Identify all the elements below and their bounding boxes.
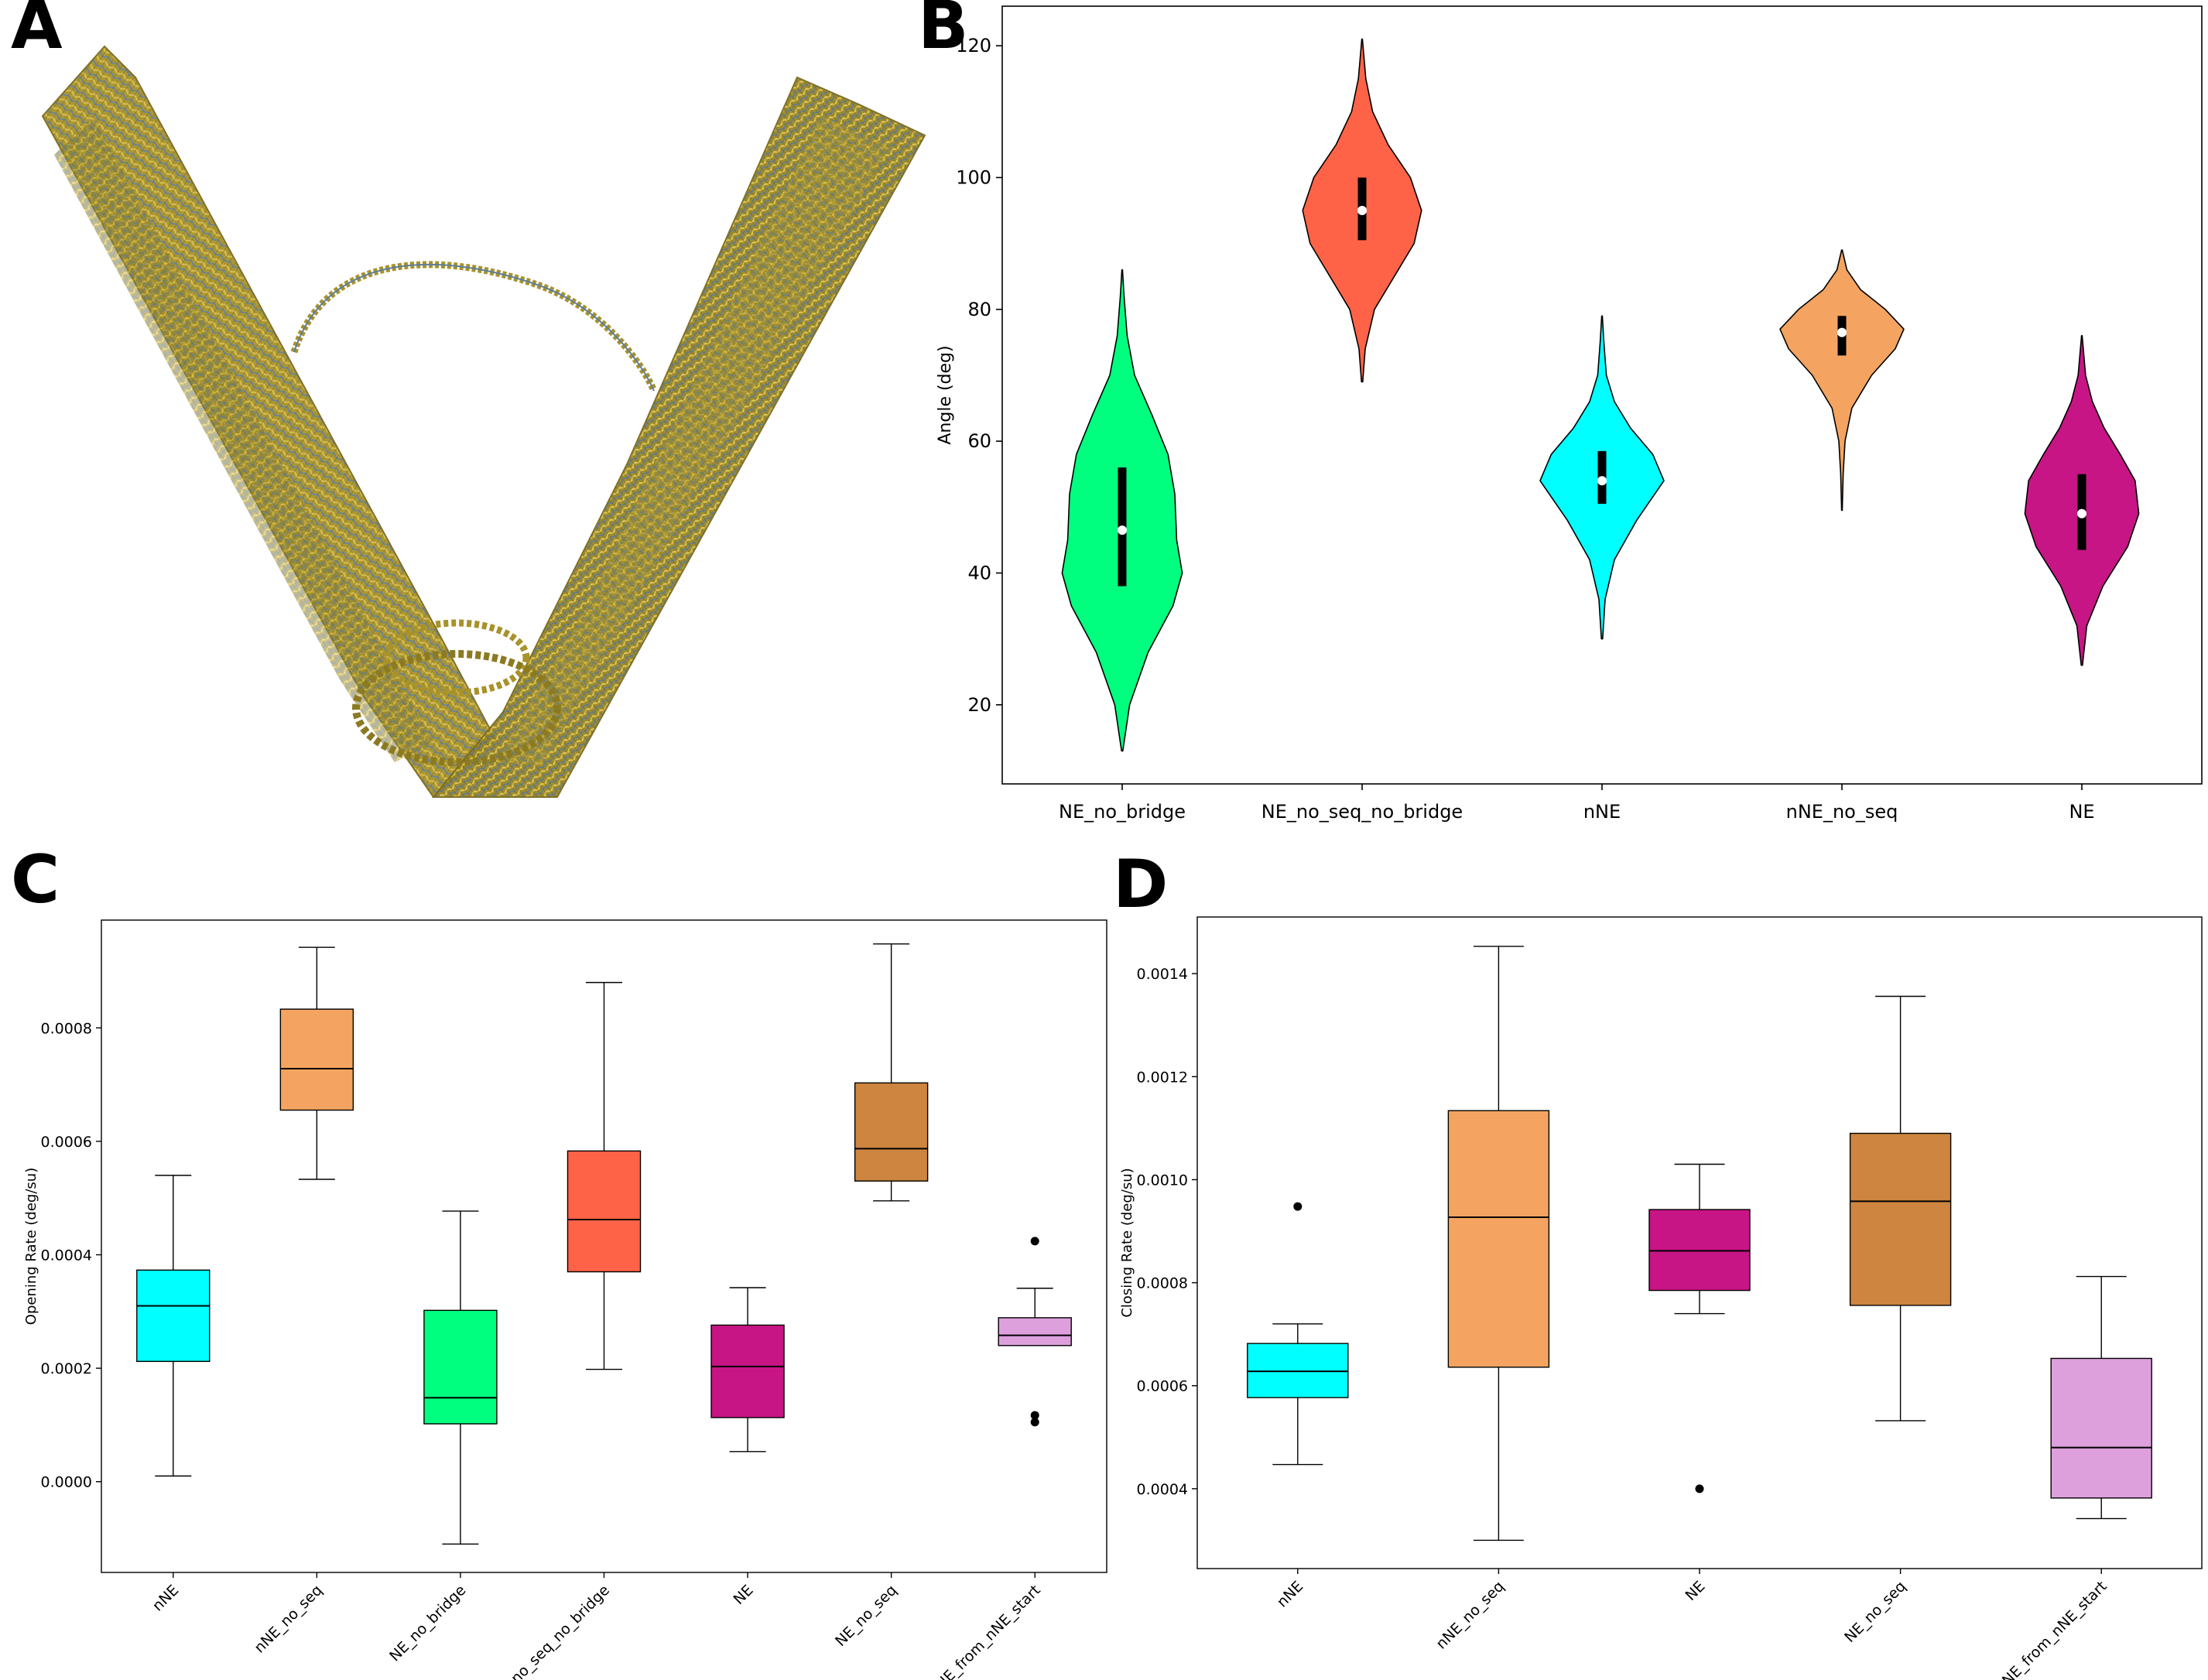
median-dot-NE_no_seq_no_bridge [1357, 206, 1367, 216]
x-tick-label: NE_no_bridge [386, 1582, 469, 1665]
y-tick-label: 0.0006 [41, 1134, 92, 1151]
outlier-point-NE_from_nNE_start [1030, 1411, 1039, 1420]
outlier-point-NE_from_nNE_start [1030, 1418, 1039, 1427]
y-tick-label: 0.0008 [41, 1020, 92, 1037]
origami-vertex-ring [383, 619, 530, 696]
y-tick-label: 0.0000 [41, 1474, 92, 1491]
origami-bridge-arc-backbone [293, 264, 655, 392]
median-dot-nNE_no_seq [1837, 327, 1847, 337]
y-tick-label: 0.0010 [1137, 1172, 1188, 1189]
x-tick-label: NE_no_seq [832, 1582, 900, 1650]
box-NE_from_nNE_start [2050, 1357, 2152, 1499]
violin-nNE_no_seq [1779, 249, 1905, 512]
x-tick-label: NE [731, 1582, 757, 1608]
origami-right-arm-inner [495, 116, 890, 766]
y-tick-label: 80 [967, 299, 991, 320]
y-tick-label: 0.0014 [1137, 966, 1188, 983]
median-dot-NE [2077, 508, 2086, 518]
panel-letter-b: B [918, 0, 969, 64]
panel-d-box-chart: 0.0004 0.0006 0.0008 0.0010 0.0012 0.0014 Clos… [1119, 916, 2203, 1680]
box-NE_no_seq [1849, 1132, 1952, 1306]
x-tick-label: NE_from_nNE_start [933, 1582, 1044, 1680]
x-tick-label: nNE [149, 1582, 183, 1615]
median-dot-NE_no_bridge [1118, 525, 1127, 535]
y-tick-label: 0.0008 [1137, 1275, 1188, 1292]
y-axis-label: Closing Rate (deg/su) [1119, 1168, 1135, 1317]
x-tick-label: NE_from_nNE_start [1999, 1578, 2110, 1680]
origami-left-arm-inner [54, 116, 433, 762]
median-dot-nNE [1597, 476, 1607, 486]
y-tick-label: 0.0012 [1137, 1069, 1188, 1086]
y-tick-label: 40 [967, 562, 991, 583]
y-tick-label: 60 [967, 430, 991, 452]
x-tick-label: nNE [1583, 801, 1621, 823]
y-axis-label: Angle (deg) [936, 345, 955, 444]
box-NE_no_bridge [423, 1309, 498, 1425]
box-nNE_no_seq [279, 1008, 354, 1111]
y-tick-label: 0.0002 [41, 1360, 92, 1377]
y-tick-label: 0.0004 [41, 1247, 92, 1264]
x-tick-label: nNE_no_seq [1786, 801, 1898, 823]
outlier-point-nNE [1293, 1202, 1303, 1211]
box-NE_from_nNE_start [998, 1317, 1072, 1346]
x-tick-label: nNE_no_seq [1433, 1578, 1508, 1653]
panel-a-structure-image [41, 45, 926, 799]
y-tick-label: 0.0006 [1137, 1378, 1188, 1395]
outlier-point-NE_from_nNE_start [1030, 1237, 1039, 1246]
y-tick-label: 20 [967, 694, 991, 716]
box-NE [710, 1324, 785, 1418]
panel-letter-c: C [11, 841, 60, 919]
panel-b-violin-chart: 20 40 60 80 100 120 Angle (deg) NE_no_bridge NE_… [936, 5, 2203, 823]
x-tick-label: NE_no_bridge [1059, 801, 1186, 823]
origami-vertex-ring-2 [352, 650, 561, 766]
panel-c-box-chart: 0.0000 0.0002 0.0004 0.0006 0.0008 Opening Ra… [23, 919, 1107, 1680]
x-tick-label: NE [2069, 801, 2094, 823]
y-tick-label: 120 [956, 35, 991, 56]
outlier-point-NE [1695, 1484, 1704, 1494]
x-tick-label: nNE_no_seq [251, 1582, 326, 1657]
x-tick-label: NE_no_seq [1841, 1578, 1909, 1646]
box-NE_no_seq [854, 1082, 929, 1182]
box-nNE_no_seq [1447, 1110, 1550, 1368]
y-tick-label: 0.0004 [1137, 1481, 1188, 1498]
x-tick-label: NE [1682, 1578, 1708, 1604]
box-NE_no_seq_no_bridge [567, 1150, 642, 1273]
panel-letter-d: D [1113, 846, 1168, 923]
y-axis-label: Opening Rate (deg/su) [23, 1168, 39, 1325]
x-tick-label: nNE [1274, 1578, 1307, 1611]
x-tick-label: NE_no_seq_no_bridge [488, 1582, 613, 1680]
y-tick-label: 100 [956, 166, 991, 188]
panel-letter-a: A [11, 0, 63, 64]
x-tick-label: NE_no_seq_no_bridge [1261, 801, 1463, 823]
box-nNE [136, 1269, 211, 1363]
